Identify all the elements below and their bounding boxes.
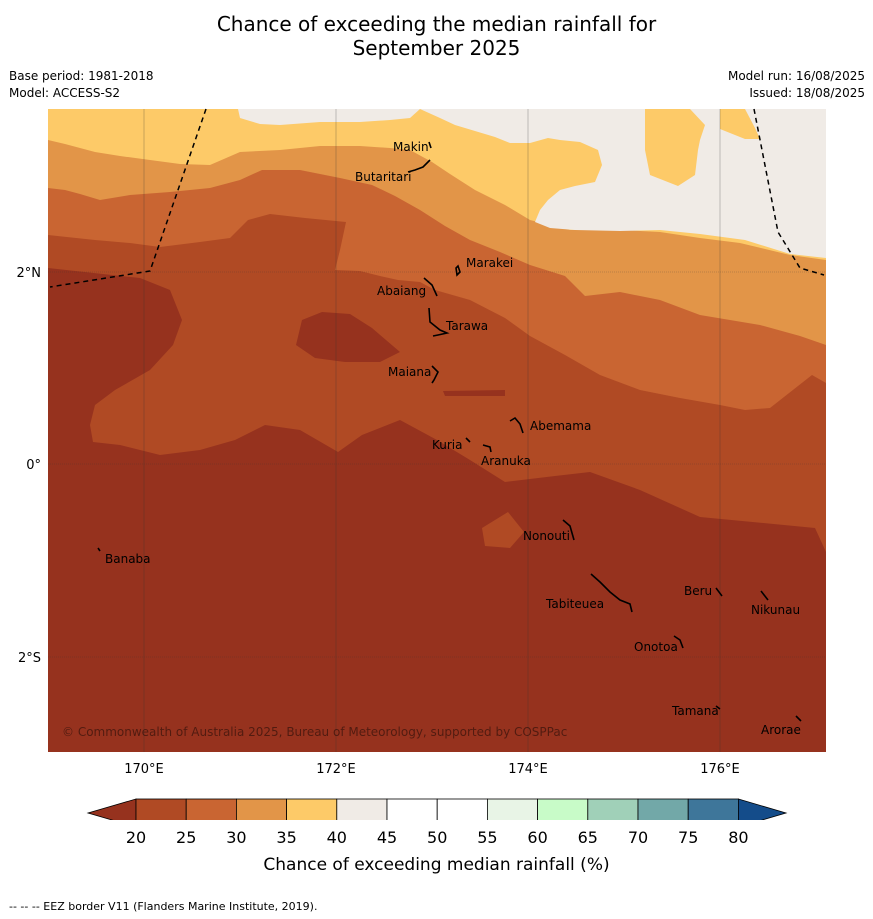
colorbar-bin-50-55 [436,798,488,820]
band-40-45 [420,109,826,258]
strip-below20 [443,390,505,396]
lat-label-2n: 2°N [17,266,42,281]
label-nikunau: Nikunau [751,603,800,617]
place-labels: Makin Butaritari Marakei Abaiang Tarawa … [105,140,801,737]
chart-title: Chance of exceeding the median rainfall … [0,12,873,60]
colorbar-tick-70: 70 [627,828,649,847]
colorbar-bin-70-75 [637,798,689,820]
label-tamana: Tamana [671,704,719,718]
label-nonouti: Nonouti [523,529,570,543]
colorbar-tick-80: 80 [728,828,749,847]
label-banaba: Banaba [105,552,151,566]
colorbar-tick-20: 20 [125,828,147,847]
label-abaiang: Abaiang [377,284,426,298]
band-40-45-topleft [238,109,420,125]
notch-35-40-top [645,109,705,186]
island-outlines [97,141,802,722]
colorbar-extend-high [738,798,788,820]
colorbar-tick-40: 40 [326,828,347,847]
rainfall-map: Makin Butaritari Marakei Abaiang Tarawa … [17,108,826,820]
label-butaritari: Butaritari [355,170,412,184]
colorbar-tick-50: 50 [427,828,448,847]
colorbar-tick-25: 25 [176,828,197,847]
issued-date: Issued: 18/08/2025 [749,86,865,100]
patch-below20-inner [296,312,400,362]
lon-label-174: 174°E [508,762,548,777]
eez-border-west [49,108,207,288]
island-abemama [509,416,524,434]
island-kuria [465,437,471,443]
label-arorae: Arorae [761,723,801,737]
lat-label-2s: 2°S [18,651,41,666]
island-banaba [97,547,101,552]
base-period: Base period: 1981-2018 [9,69,154,83]
title-line-2: September 2025 [352,36,521,60]
grid-lines [48,109,826,752]
island-makin [428,141,432,149]
colorbar-bin-25-30 [185,798,237,820]
island-nonouti [562,519,575,541]
label-beru: Beru [684,584,712,598]
patch-20-25-south [482,512,524,548]
label-kuria: Kuria [432,438,463,452]
island-butaritari [407,159,431,173]
colorbar-tick-65: 65 [577,828,598,847]
colorbar-tick-55: 55 [477,828,498,847]
colorbar-tick-45: 45 [376,828,398,847]
island-tamana [715,705,721,710]
colorbar-tick-35: 35 [276,828,297,847]
island-nikunau [760,590,769,601]
island-onotoa [673,635,684,649]
lat-label-0: 0° [26,458,41,473]
eez-borders [49,108,825,288]
colorbar-tick-60: 60 [527,828,548,847]
label-onotoa: Onotoa [634,640,678,654]
colorbar-bin-20-25 [135,798,187,820]
label-tarawa: Tarawa [445,319,488,333]
island-aranuka [482,444,492,453]
colorbar-bin-65-70 [587,798,639,820]
colorbar-label: Chance of exceeding median rainfall (%) [263,855,610,875]
label-tabiteuea: Tabiteuea [545,597,604,611]
label-maiana: Maiana [388,365,431,379]
label-makin: Makin [393,140,429,154]
lon-label-176: 176°E [700,762,740,777]
axis-tick-labels: 170°E 172°E 174°E 176°E 2°N 0° 2°S [17,266,740,777]
model-run: Model run: 16/08/2025 [727,69,865,83]
eez-legend-note: -- -- -- EEZ border V11 (Flanders Marine… [9,900,318,913]
title-line-1: Chance of exceeding the median rainfall … [216,12,657,36]
label-aranuka: Aranuka [481,454,531,468]
colorbar-bin-75-80 [687,798,739,820]
colorbar-bin-40-45 [336,798,388,820]
label-abemama: Abemama [530,419,591,433]
island-arorae [795,715,802,722]
colorbar-bin-30-35 [235,798,287,820]
colorbar-bin-55-60 [486,798,538,820]
meta-right: Model run: 16/08/2025 Issued: 18/08/2025 [728,68,865,102]
island-tabiteuea [590,573,633,613]
colorbar-tick-labels: 20 25 30 35 40 45 50 55 60 65 70 75 80 [0,828,873,850]
colorbar-bin-45-50 [386,798,438,820]
island-beru [715,587,723,597]
island-tarawa [428,307,450,337]
lon-label-170: 170°E [124,762,164,777]
meta-left: Base period: 1981-2018 Model: ACCESS-S2 [9,68,154,102]
colorbar-tick-75: 75 [678,828,699,847]
colorbar-bin-35-40 [286,798,338,820]
colorbar-bin-60-65 [537,798,589,820]
colorbar-extend-low [86,798,137,820]
colorbar-tick-30: 30 [226,828,247,847]
island-marakei [455,264,461,277]
colorbar [86,798,788,820]
map-contours [48,109,826,752]
island-maiana [431,365,439,384]
lon-label-172: 172°E [316,762,356,777]
notch-35-40-right [720,109,760,139]
label-marakei: Marakei [466,256,513,270]
island-abaiang [423,277,438,297]
model-name: Model: ACCESS-S2 [9,86,121,100]
copyright-note: © Commonwealth of Australia 2025, Bureau… [62,725,567,739]
eez-border-east [753,108,825,276]
